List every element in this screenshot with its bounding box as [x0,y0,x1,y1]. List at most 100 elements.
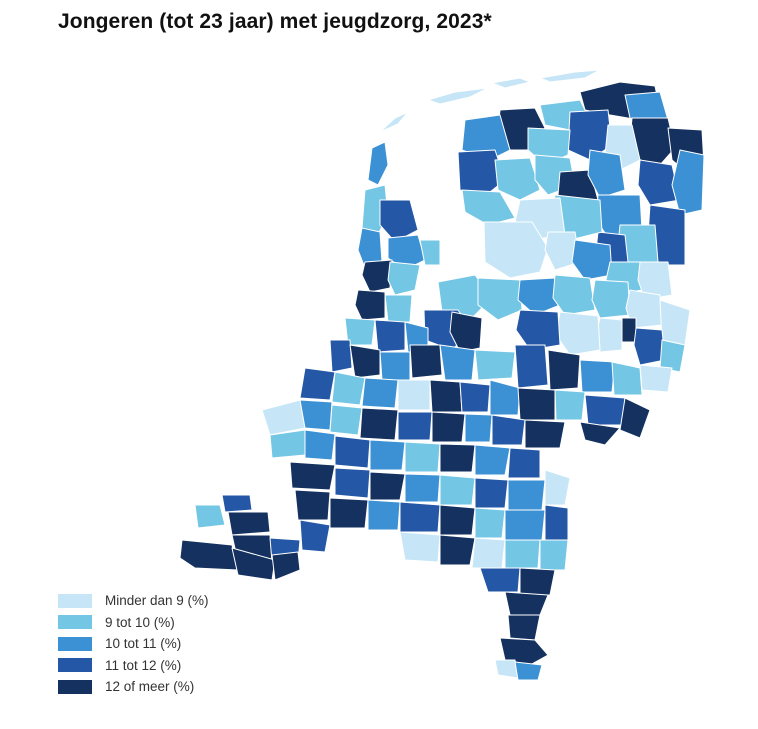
region-baarn [439,344,476,381]
region-purmerend [384,294,413,323]
region-utrecht [429,379,463,413]
region-gorinchem [404,441,441,473]
region-breda [367,499,401,531]
region-bergen-op-zoom [329,497,369,529]
region-sittard [499,637,549,666]
legend-item: 10 tot 11 (%) [58,633,209,655]
region-almelo [621,317,637,343]
region-waadhoeke [461,114,511,161]
region-zoetermeer [329,404,363,436]
region-arnhem [517,387,556,421]
region-zaltbommel [439,443,476,473]
region-heemskerk [354,289,386,321]
region-sudwest-fryslan [457,149,506,201]
region-winterswijk [619,397,651,439]
region-hattem [515,309,561,351]
region-alphen-chaam [399,531,441,563]
region-voorne-putten [289,461,336,491]
region-rhenen [491,414,526,446]
region-raalte [555,311,601,356]
region-meierijstad [504,509,546,541]
region-ermelo [474,349,516,381]
region-krimpen [369,439,406,471]
wadden-island-vlieland [491,77,531,89]
region-zwolle [552,274,596,316]
region-boxmeer [544,469,571,506]
region-aa-en-hunze [637,159,681,206]
region-haarlem [344,317,376,346]
legend-item: 11 tot 12 (%) [58,655,209,677]
region-bernheze [507,479,546,511]
legend-item: 9 tot 10 (%) [58,612,209,634]
region-kampen [517,277,561,316]
legend-label: 10 tot 11 (%) [105,636,182,652]
region-dronten [477,277,523,321]
region-heerlen [514,661,543,681]
region-deventer [547,349,581,391]
region-hoeksche-waard [334,467,371,499]
region-oosterhout [399,501,441,533]
legend-swatch [58,679,92,694]
region-rotterdam [334,435,371,469]
region-noordoostpolder [483,221,549,279]
region-venlo [519,567,556,596]
region-zaanstad [374,319,406,353]
region-vlagtwedde [671,149,705,216]
region-hengelo [633,327,666,366]
region-maastricht [494,659,519,679]
region-dinkelland [659,299,691,346]
region-roermond [507,614,541,641]
region-ouder-amstel [379,351,411,381]
region-lopik [397,411,433,441]
region-eindhoven [504,539,541,569]
legend-item: Minder dan 9 (%) [58,590,209,612]
region-westland [269,429,306,459]
region-doesburg [554,389,586,421]
region-hoorn [387,261,421,296]
region-reimerswaal [299,519,331,553]
region-hilversum [409,344,443,379]
region-goirle [439,534,476,566]
region-lochem [579,359,616,393]
region-leiden [331,371,366,406]
region-schouwen-duiveland [227,511,271,536]
region-enschede [659,339,686,373]
legend-swatch [58,658,92,673]
region-nijmegen [524,419,566,449]
region-nieuwegein [431,411,466,443]
region-oisterwijk [474,507,506,539]
legend-label: 9 tot 10 (%) [105,614,175,630]
region-haaksbergen [639,364,673,393]
region-meppel [571,239,613,281]
region-gaasterland [461,189,516,226]
region-apeldoorn [514,344,549,389]
legend-swatch [58,593,92,608]
region-zeist [459,381,491,413]
region-maasdriel [474,444,511,476]
region-oss [507,447,541,479]
region-gouda [359,407,399,441]
region-doetinchem [584,394,626,426]
region-oude-ijsselstreek [579,421,621,446]
wadden-island-terschelling [539,69,601,83]
region-steenwijkerland [544,231,581,271]
wadden-island-texel [367,141,389,186]
region-berkelland [611,361,643,396]
page-title: Jongeren (tot 23 jaar) met jeugdzorg, 20… [58,10,492,33]
region-hulst [271,551,301,581]
wadden-island-texel-north [427,87,489,105]
region-s-hertogenbosch [474,477,509,509]
region-best [471,537,506,569]
region-gemert [539,539,569,571]
wadden-island-small [379,111,409,133]
region-land-van-cuijk [544,504,569,541]
region-ommen [591,279,631,319]
region-weert [504,591,549,616]
region-tynaarlo [587,149,626,199]
legend-label: 11 tot 12 (%) [105,657,182,673]
region-altena [404,473,441,503]
region-amstelveen [349,344,381,379]
region-tilburg [439,504,476,536]
region-enkhuizen [419,239,441,266]
